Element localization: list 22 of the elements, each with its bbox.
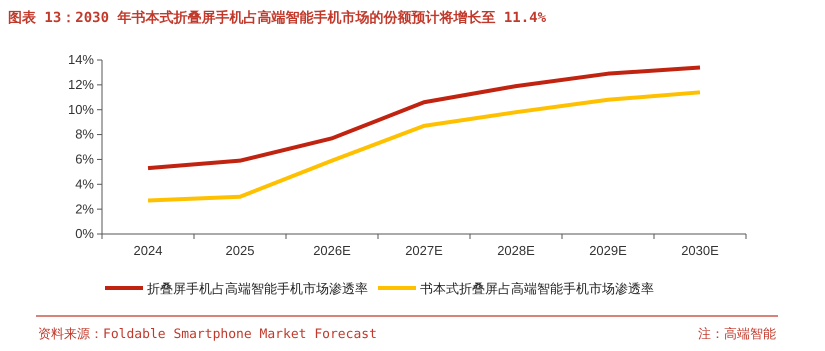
x-tick-label: 2025 — [226, 243, 254, 258]
y-tick-label: 12% — [68, 77, 94, 92]
x-tick-label: 2024 — [134, 243, 162, 258]
x-tick-label: 2027E — [405, 243, 444, 258]
y-tick-label: 0% — [75, 226, 94, 242]
x-tick-label: 2028E — [497, 243, 536, 258]
y-tick-label: 14% — [68, 52, 94, 68]
legend-label: 书本式折叠屏占高端智能手机市场渗透率 — [420, 281, 654, 297]
chart-title: 图表 13：2030 年书本式折叠屏手机占高端智能手机市场的份额预计将增长至 11.4% — [8, 9, 547, 26]
y-tick-label: 2% — [75, 201, 94, 216]
line-series — [146, 90, 702, 202]
y-tick-label: 8% — [75, 126, 94, 142]
text: 资料来源：Foldable Smartphone Market Forecast — [38, 327, 377, 342]
y-tick-label: 4% — [75, 176, 94, 192]
x-tick-label: 2030E — [681, 243, 720, 258]
x-tick-label: 2029E — [589, 243, 628, 258]
line-series — [146, 65, 702, 170]
legend-label: 折叠屏手机占高端智能手机市场渗透率 — [147, 281, 368, 297]
y-tick-label: 6% — [75, 152, 94, 167]
text: 注：高端智能 — [698, 326, 776, 342]
x-tick-label: 2026E — [313, 243, 352, 258]
y-tick-label: 10% — [68, 102, 94, 117]
